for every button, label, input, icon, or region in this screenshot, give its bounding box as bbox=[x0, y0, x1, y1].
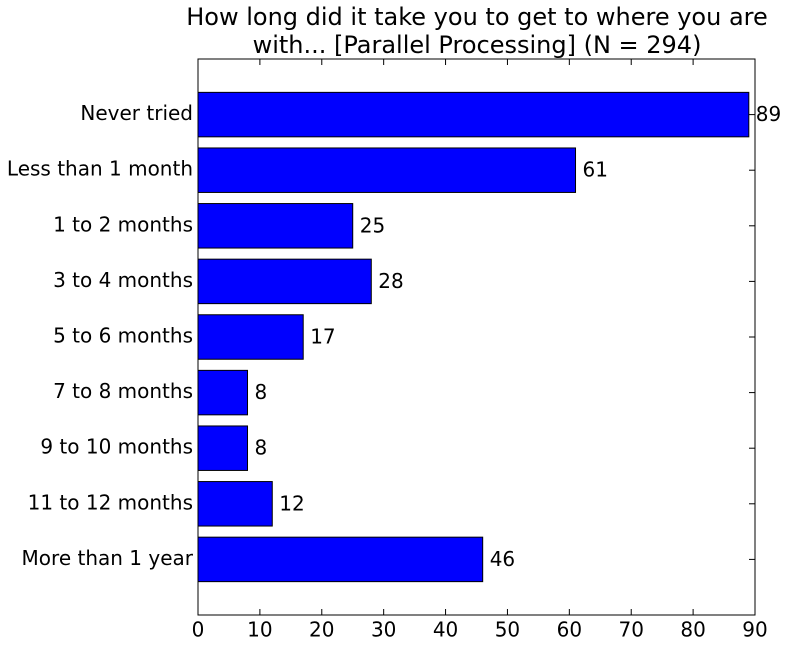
value-label: 28 bbox=[378, 269, 403, 293]
y-tick-label: 7 to 8 months bbox=[53, 379, 193, 403]
bar bbox=[197, 314, 304, 360]
chart-title: How long did it take you to get to where… bbox=[186, 3, 768, 31]
x-tick-label: 10 bbox=[247, 618, 272, 642]
y-tick-label: 3 to 4 months bbox=[53, 268, 193, 292]
bar bbox=[197, 536, 484, 583]
x-tick-label: 30 bbox=[371, 618, 396, 642]
plot-frame bbox=[197, 58, 756, 616]
y-tick-label: 5 to 6 months bbox=[53, 324, 193, 348]
value-label: 25 bbox=[360, 213, 385, 237]
x-tick-label: 90 bbox=[742, 618, 767, 642]
bar bbox=[197, 91, 750, 138]
y-tick-label: Never tried bbox=[80, 101, 193, 125]
bar bbox=[197, 147, 577, 193]
chart-title: with... [Parallel Processing] (N = 294) bbox=[253, 31, 702, 59]
x-tick-label: 80 bbox=[680, 618, 705, 642]
value-label: 17 bbox=[310, 325, 335, 349]
y-tick-label: 11 to 12 months bbox=[28, 490, 193, 514]
x-tick-label: 60 bbox=[557, 618, 582, 642]
bar bbox=[197, 481, 273, 527]
value-label: 89 bbox=[756, 102, 781, 126]
x-tick-label: 40 bbox=[433, 618, 458, 642]
y-tick-label: More than 1 year bbox=[22, 546, 194, 570]
value-label: 61 bbox=[583, 158, 608, 182]
x-tick-label: 20 bbox=[309, 618, 334, 642]
bar bbox=[197, 258, 372, 305]
value-label: 8 bbox=[255, 380, 268, 404]
x-tick-label: 50 bbox=[495, 618, 520, 642]
bar bbox=[197, 203, 354, 249]
y-tick-label: Less than 1 month bbox=[7, 157, 193, 181]
value-label: 46 bbox=[490, 547, 515, 571]
bar bbox=[197, 369, 249, 416]
x-tick-label: 0 bbox=[192, 618, 205, 642]
x-tick-label: 70 bbox=[618, 618, 643, 642]
bar bbox=[197, 425, 249, 471]
value-label: 12 bbox=[279, 491, 304, 515]
value-label: 8 bbox=[255, 436, 268, 460]
y-tick-label: 9 to 10 months bbox=[40, 435, 193, 459]
y-tick-label: 1 to 2 months bbox=[53, 212, 193, 236]
